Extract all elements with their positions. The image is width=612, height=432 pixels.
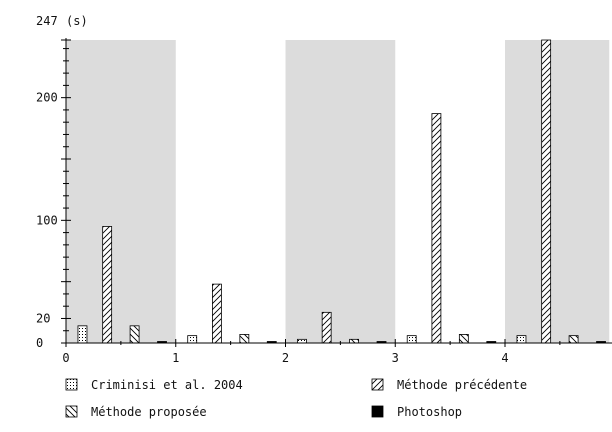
y-max-label: 247 (36, 14, 58, 28)
legend: Criminisi et al. 2004 Méthode précédente M… (65, 378, 527, 419)
x-tick-label-3: 3 (392, 351, 399, 365)
y-tick-label-20: 20 (36, 311, 50, 325)
y-minor-ticks (61, 39, 71, 344)
legend-swatch-m-thode-pr-c-dente (371, 378, 384, 391)
y-axis-unit: (s) (66, 14, 88, 28)
background-band-2 (285, 40, 396, 343)
bar-m-thode-propos-e-0 (129, 325, 140, 344)
bar-criminisi-et-al-2004-3 (406, 335, 417, 344)
legend-swatch-m-thode-propos-e (65, 405, 78, 418)
bar-m-thode-propos-e-3 (458, 334, 469, 344)
x-tick-label-1: 1 (172, 351, 179, 365)
background-band-1 (66, 40, 176, 343)
legend-label-criminisi-et-al-2004: Criminisi et al. 2004 (91, 378, 243, 392)
legend-swatch-criminisi-et-al-2004 (65, 378, 78, 391)
bar-m-thode-propos-e-1 (239, 334, 250, 344)
bar-m-thode-pr-c-dente-1 (212, 283, 222, 344)
background-band-3 (505, 40, 610, 343)
bar-criminisi-et-al-2004-0 (77, 325, 88, 344)
bars-layer (77, 39, 606, 344)
legend-swatch-photoshop (371, 405, 384, 418)
bar-m-thode-pr-c-dente-2 (321, 311, 332, 344)
bar-m-thode-pr-c-dente-4 (541, 39, 552, 344)
y-axis: 0 20 100 200 (36, 38, 71, 350)
bar-m-thode-propos-e-4 (568, 335, 579, 344)
bar-criminisi-et-al-2004-2 (297, 338, 307, 344)
background-bands (66, 40, 610, 343)
x-tick-label-2: 2 (282, 351, 289, 365)
x-tick-label-0: 0 (62, 351, 69, 365)
bar-criminisi-et-al-2004-1 (187, 335, 198, 344)
y-tick-label-100: 100 (36, 213, 58, 227)
legend-label-photoshop: Photoshop (397, 405, 462, 419)
bar-criminisi-et-al-2004-4 (516, 335, 527, 344)
x-axis: 0 1 2 3 4 (62, 339, 612, 365)
y-tick-label-0: 0 (36, 336, 43, 350)
bar-m-thode-pr-c-dente-0 (102, 226, 113, 344)
bar-m-thode-propos-e-2 (349, 338, 359, 344)
legend-label-m-thode-propos-e: Méthode proposée (91, 405, 207, 419)
bar-m-thode-pr-c-dente-3 (431, 113, 442, 344)
x-ticks: 0 1 2 3 4 (62, 339, 561, 365)
y-tick-label-200: 200 (36, 91, 58, 105)
x-tick-label-4: 4 (501, 351, 508, 365)
legend-label-m-thode-pr-c-dente: Méthode précédente (397, 378, 527, 392)
y-tick-labels: 0 20 100 200 (36, 91, 58, 350)
